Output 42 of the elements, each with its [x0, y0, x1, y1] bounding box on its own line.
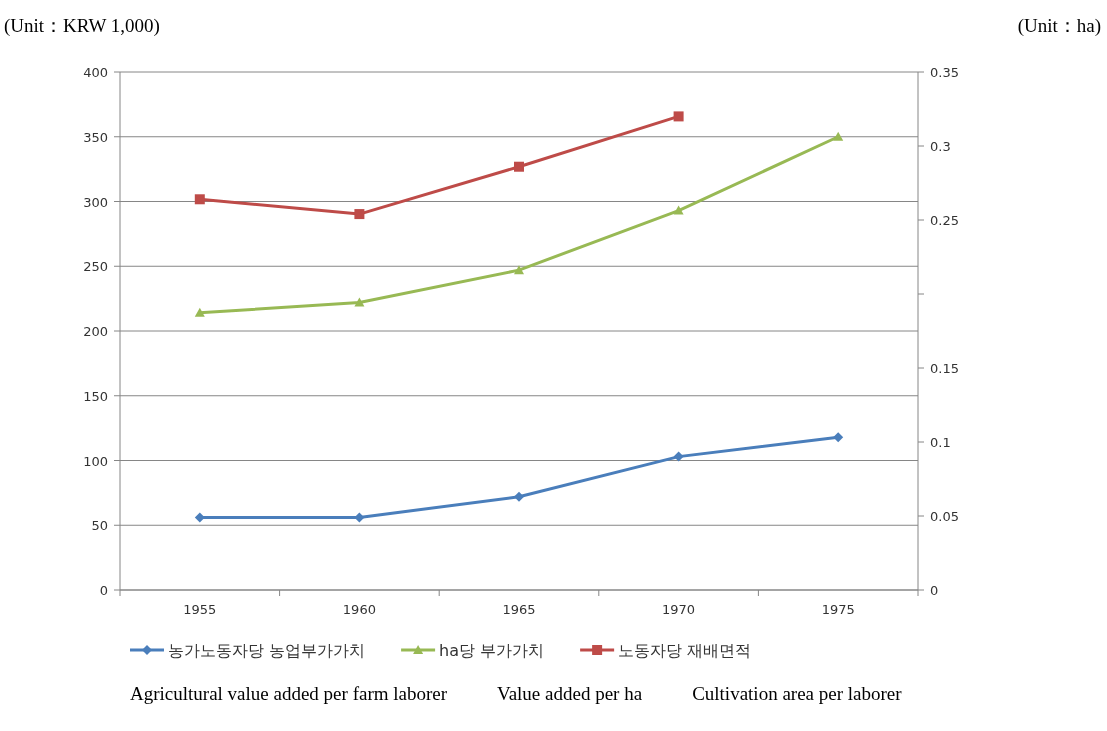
y2-tick-label: 0.25 — [930, 213, 959, 228]
legend-label: 노동자당 재배면적 — [618, 641, 752, 660]
y-tick-label: 100 — [83, 453, 108, 469]
legend-label: ha당 부가가치 — [439, 641, 545, 660]
point — [514, 491, 524, 502]
y2-tick-label: 0.35 — [930, 65, 959, 80]
text: Agricultural value added per farm laborer — [130, 683, 448, 704]
text: Cultivation area per laborer — [692, 683, 903, 704]
point — [194, 512, 205, 523]
y2-tick-label: 0.15 — [930, 361, 959, 376]
point — [354, 209, 365, 220]
y2-tick-label: 0 — [930, 583, 939, 598]
text: Value added per ha — [497, 683, 643, 704]
point — [514, 161, 524, 172]
y-tick-label: 150 — [83, 388, 108, 404]
point — [833, 432, 844, 443]
y-tick-label: 350 — [83, 129, 108, 145]
x-tick-label: 1970 — [662, 602, 696, 617]
point — [194, 194, 205, 205]
y-tick-label: 50 — [91, 518, 108, 534]
legend-label: 농가노동자당 농업부가가치 — [168, 641, 366, 660]
point — [833, 131, 844, 141]
x-tick-label: 1955 — [183, 602, 217, 617]
x-tick-label: 1975 — [821, 602, 855, 617]
point — [673, 205, 684, 215]
y-axis-title: (Unit：KRW 1,000) — [4, 15, 160, 37]
y2-tick-label: 0.05 — [930, 509, 959, 524]
y2-tick-label: 0.1 — [930, 435, 951, 450]
y-tick-label: 0 — [99, 583, 108, 598]
y-tick-label: 300 — [83, 194, 108, 210]
y-tick-label: 200 — [83, 324, 108, 339]
x-tick-label: 1965 — [502, 602, 536, 617]
point — [194, 307, 205, 317]
y-tick-label: 250 — [83, 259, 108, 275]
point — [514, 265, 524, 275]
point — [673, 111, 684, 122]
y2-axis-title: (Unit：ha) — [1017, 15, 1101, 37]
point — [354, 297, 365, 307]
point — [673, 451, 684, 462]
y-tick-label: 400 — [83, 65, 108, 80]
y2-tick-label: 0.3 — [930, 139, 951, 154]
x-tick-label: 1960 — [342, 602, 376, 617]
